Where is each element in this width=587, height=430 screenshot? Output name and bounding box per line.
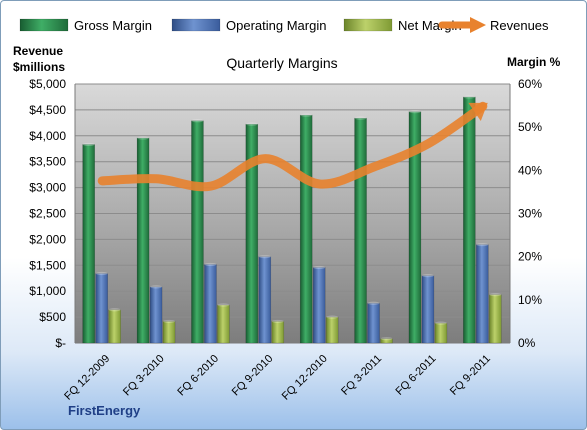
bar-gross-margin (299, 114, 313, 344)
left-tick-label: $1,500 (29, 258, 66, 272)
x-tick-label: FQ 6-2011 (393, 353, 438, 398)
bar-top-highlight (258, 255, 271, 259)
bar-net-margin (217, 304, 230, 344)
bar-gross-margin (136, 137, 150, 344)
legend-arrowhead (470, 17, 486, 33)
legend-swatch-operating-margin (171, 18, 221, 32)
left-tick-label: $4,000 (29, 129, 66, 143)
left-tick-label: $2,500 (29, 207, 66, 221)
bar-operating-margin (367, 303, 380, 344)
bar-top-highlight (380, 337, 393, 341)
right-tick-label: 0% (518, 336, 536, 350)
left-axis-title-line2: $millions (13, 60, 65, 74)
revenues-arrowhead (468, 102, 488, 122)
bar-top-highlight (217, 303, 230, 307)
bar-net-margin (380, 338, 393, 344)
left-tick-label: $500 (39, 310, 66, 324)
bar-gross-margin (191, 120, 204, 344)
bar-gross-margin (408, 111, 422, 344)
bar-gross-margin (82, 144, 95, 344)
footer-label: FirstEnergy (68, 403, 141, 418)
bar-operating-margin (149, 286, 163, 344)
bar-top-highlight (245, 122, 258, 126)
bar-top-highlight (191, 119, 204, 123)
bar-operating-margin (204, 264, 217, 344)
left-tick-label: $1,000 (29, 284, 66, 298)
chart-title: Quarterly Margins (226, 55, 337, 71)
bar-operating-margin (312, 267, 326, 344)
bar-top-highlight (476, 242, 489, 247)
bar-net-margin (162, 321, 176, 344)
left-tick-label: $- (55, 336, 66, 350)
bar-top-highlight (354, 116, 367, 120)
bar-net-margin (271, 321, 285, 344)
bar-gross-margin (354, 117, 367, 344)
right-tick-label: 30% (518, 207, 542, 221)
left-axis-title-line1: Revenue (13, 44, 63, 58)
bar-top-highlight (489, 293, 502, 297)
x-tick-label: FQ 12-2009 (62, 353, 112, 403)
bar-top-highlight (204, 262, 217, 267)
bar-top-highlight (300, 113, 313, 117)
bar-net-margin (325, 316, 339, 344)
bar-top-highlight (82, 142, 95, 147)
right-tick-label: 60% (518, 77, 542, 91)
left-tick-label: $2,000 (29, 232, 66, 246)
bar-gross-margin (245, 123, 259, 344)
legend-swatch-net-margin (343, 18, 393, 32)
x-tick-label: FQ 6-2010 (175, 353, 221, 399)
left-tick-label: $5,000 (29, 77, 66, 91)
right-tick-label: 20% (518, 250, 542, 264)
right-tick-label: 50% (518, 120, 542, 134)
right-tick-label: 40% (518, 163, 542, 177)
x-tick-label: FQ 12-2010 (280, 353, 330, 403)
bar-operating-margin (476, 244, 489, 344)
left-tick-label: $3,500 (29, 155, 66, 169)
x-tick-label: FQ 3-2011 (339, 353, 384, 398)
bar-top-highlight (408, 110, 421, 114)
bar-top-highlight (137, 136, 150, 140)
bar-top-highlight (313, 265, 326, 270)
bar-top-highlight (271, 319, 284, 324)
legend-label: Gross Margin (74, 18, 152, 33)
legend-label: Revenues (490, 18, 549, 33)
legend-swatch-gross-margin (19, 18, 69, 32)
bar-top-highlight (150, 285, 163, 289)
x-tick-label: FQ 9-2010 (230, 353, 276, 399)
legend-label: Operating Margin (226, 18, 326, 33)
x-tick-label: FQ 3-2010 (121, 353, 167, 399)
bar-net-margin (489, 294, 502, 344)
bar-top-highlight (367, 301, 380, 305)
right-axis-title: Margin % (507, 55, 561, 69)
bar-net-margin (434, 322, 448, 344)
bar-gross-margin (463, 96, 476, 344)
bar-top-highlight (421, 274, 434, 278)
right-tick-label: 10% (518, 293, 542, 307)
bar-top-highlight (163, 319, 176, 324)
bar-top-highlight (434, 321, 447, 325)
bar-operating-margin (95, 273, 108, 344)
left-tick-label: $3,000 (29, 181, 66, 195)
x-tick-label: FQ 9-2011 (448, 353, 493, 398)
bar-top-highlight (95, 271, 108, 276)
bar-operating-margin (421, 275, 435, 344)
bar-operating-margin (258, 256, 272, 344)
left-tick-label: $4,500 (29, 103, 66, 117)
bar-top-highlight (108, 308, 121, 312)
bar-top-highlight (463, 95, 476, 99)
bar-top-highlight (326, 315, 339, 319)
revenues-line (97, 101, 488, 192)
bar-net-margin (108, 309, 121, 344)
